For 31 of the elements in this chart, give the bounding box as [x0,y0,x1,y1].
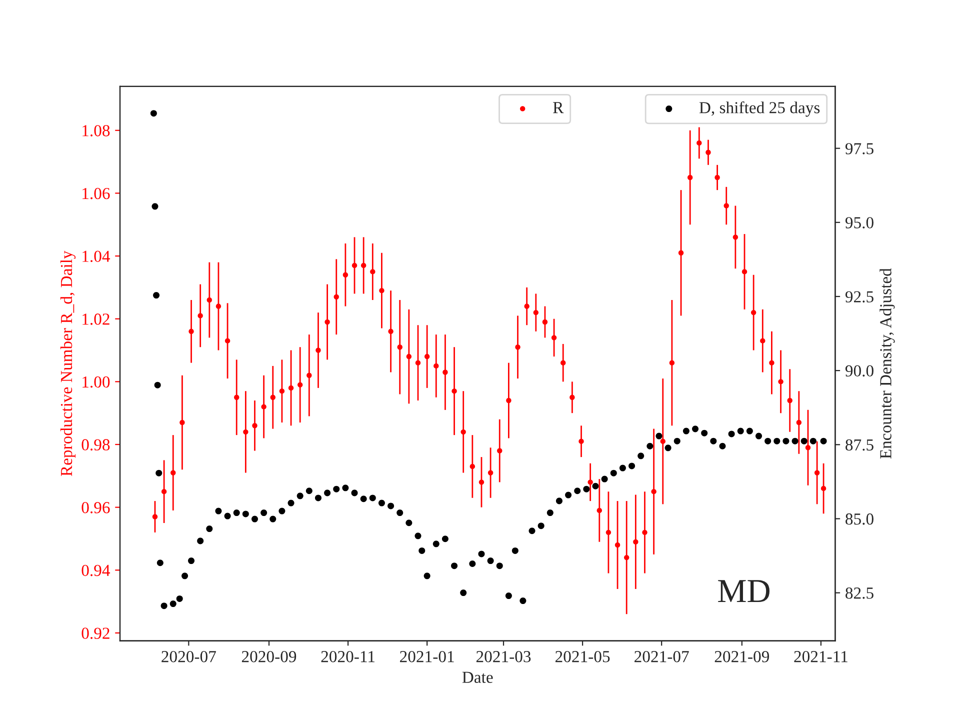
y-axis-title: Reproductive Number R_d, Daily [60,250,76,476]
y2-tick-label: 90.0 [845,365,874,377]
legend-label: R [553,102,564,114]
y2-tick-label: 85.0 [846,513,874,525]
annotation: MD [718,580,770,602]
x-tick-label: 2021-07 [634,651,689,662]
y2-axis-title: Encounter Density, Adjusted [880,268,895,459]
x-tick-label: 2021-03 [476,651,531,662]
x-axis-title: Date [462,672,493,683]
y-tick-label: 1.02 [82,314,110,325]
y-tick-label: 0.92 [82,628,110,639]
y2-tick-label: 95.0 [845,217,874,228]
legend-label: D, shifted 25 days [699,101,820,117]
y-tick-label: 1.08 [82,125,110,136]
x-tick-label: 2021-01 [400,651,454,662]
x-tick-label: 2020-11 [321,651,374,662]
y-tick-label: 1.04 [82,250,110,262]
x-tick-label: 2021-09 [714,651,770,662]
x-tick-label: 2020-07 [162,651,216,662]
x-tick-label: 2021-05 [556,651,610,662]
y2-tick-label: 82.5 [846,587,874,599]
y2-tick-label: 97.5 [845,143,874,154]
y-tick-label: 1.06 [82,188,110,200]
x-tick-label: 2020-09 [242,651,296,662]
x-tick-label: 2021-11 [794,651,848,662]
y2-tick-label: 92.5 [845,291,874,303]
y-tick-label: 0.94 [82,564,110,576]
y2-tick-label: 87.5 [846,439,874,451]
y-tick-label: 1.00 [82,376,110,388]
y-tick-label: 0.96 [82,502,110,514]
y-tick-label: 0.98 [82,439,110,450]
